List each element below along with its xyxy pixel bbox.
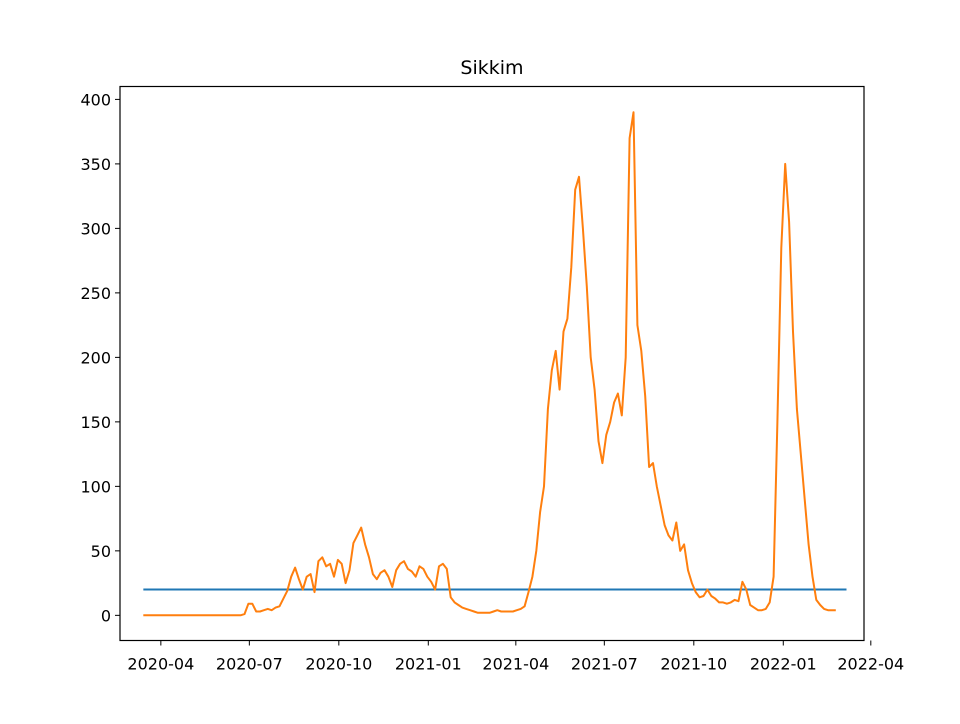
- x-tick-label: 2020-07: [216, 655, 283, 674]
- y-tick-label: 250: [80, 284, 111, 303]
- x-tick-label: 2020-04: [127, 655, 194, 674]
- x-tick-label: 2021-10: [660, 655, 727, 674]
- axes: 2020-04 2020-07 2020-10 2021-01 2021-04 2021-…: [80, 90, 904, 673]
- plot-frame: [119, 85, 865, 642]
- y-tick-label: 100: [80, 477, 111, 496]
- plot-area: [143, 111, 847, 617]
- y-tick-label: 200: [80, 348, 111, 367]
- y-tick-label: 50: [91, 542, 111, 561]
- y-tick-label: 150: [80, 413, 111, 432]
- y-tick-label: 300: [80, 219, 111, 238]
- y-tick-label: 350: [80, 155, 111, 174]
- y-tick-label: 0: [101, 606, 111, 625]
- x-tick-label: 2021-04: [482, 655, 549, 674]
- x-tick-label: 2020-10: [305, 655, 372, 674]
- x-tick-label: 2021-07: [571, 655, 638, 674]
- x-tick-label: 2021-01: [395, 655, 462, 674]
- y-tick-label: 400: [80, 90, 111, 109]
- x-tick-label: 2022-04: [837, 655, 904, 674]
- x-tick-label: 2022-01: [750, 655, 817, 674]
- series-daily-cases: [143, 111, 836, 617]
- chart-title: Sikkim: [460, 57, 523, 79]
